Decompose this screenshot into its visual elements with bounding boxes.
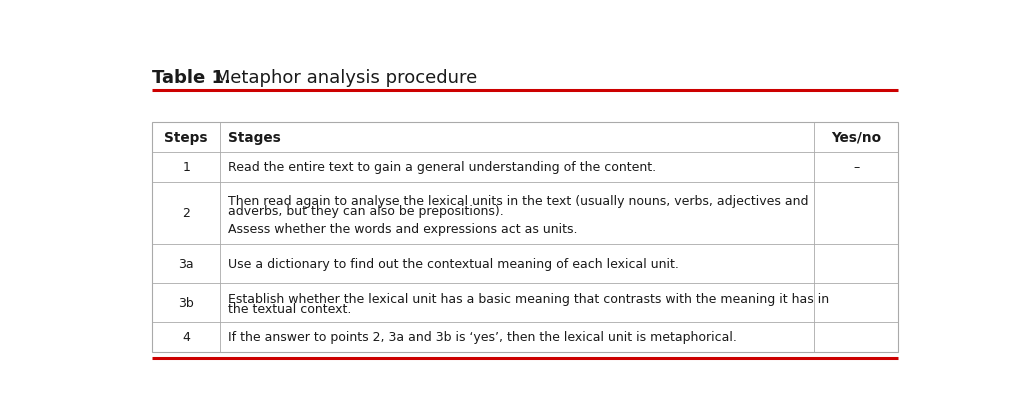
Text: 4: 4 <box>182 330 190 343</box>
Text: 2: 2 <box>182 207 190 220</box>
Text: 1: 1 <box>182 161 190 174</box>
Text: Table 1.: Table 1. <box>152 69 230 87</box>
Text: Yes/no: Yes/no <box>830 131 881 145</box>
Text: Assess whether the words and expressions act as units.: Assess whether the words and expressions… <box>228 222 578 235</box>
Text: Read the entire text to gain a general understanding of the content.: Read the entire text to gain a general u… <box>228 161 656 174</box>
Bar <box>152 123 898 352</box>
Text: Establish whether the lexical unit has a basic meaning that contrasts with the m: Establish whether the lexical unit has a… <box>228 292 829 305</box>
Text: 3b: 3b <box>178 296 194 309</box>
Text: Stages: Stages <box>228 131 282 145</box>
Text: 3a: 3a <box>178 257 194 271</box>
Text: Metaphor analysis procedure: Metaphor analysis procedure <box>209 69 477 87</box>
Text: Steps: Steps <box>165 131 208 145</box>
Text: If the answer to points 2, 3a and 3b is ‘yes’, then the lexical unit is metaphor: If the answer to points 2, 3a and 3b is … <box>228 330 737 343</box>
Text: the textual context.: the textual context. <box>228 303 352 316</box>
Text: Use a dictionary to find out the contextual meaning of each lexical unit.: Use a dictionary to find out the context… <box>228 257 679 271</box>
Text: –: – <box>853 161 859 174</box>
Text: adverbs, but they can also be prepositions).: adverbs, but they can also be prepositio… <box>228 205 504 218</box>
Text: Then read again to analyse the lexical units in the text (usually nouns, verbs, : Then read again to analyse the lexical u… <box>228 194 809 207</box>
